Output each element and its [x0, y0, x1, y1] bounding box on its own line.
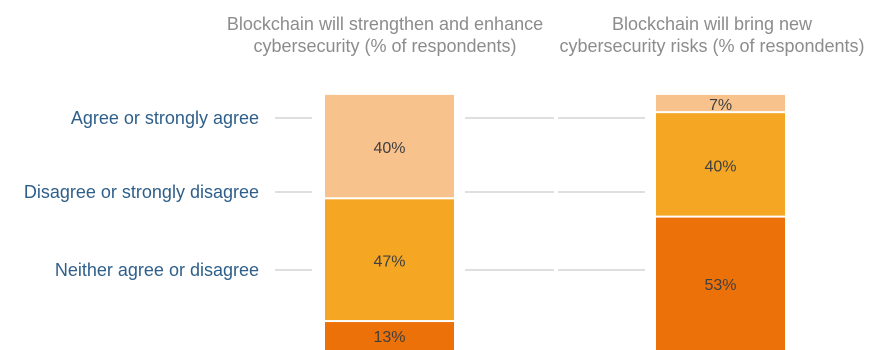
bar-title-line: cybersecurity risks (% of respondents) — [559, 36, 864, 56]
bar-segment — [325, 94, 454, 198]
bar-title-line: Blockchain will strengthen and enhance — [227, 14, 543, 34]
bar-segment — [325, 322, 454, 350]
bar-title-line: cybersecurity (% of respondents) — [253, 36, 516, 56]
data-label: 40% — [704, 158, 736, 175]
value-labels: 13% 47% 40% 53% 40% 7% — [373, 97, 736, 346]
series-labels: Neither agree or disagree Disagree or str… — [24, 108, 259, 280]
series-label: Neither agree or disagree — [55, 260, 259, 280]
bar-title-line: Blockchain will bring new — [612, 14, 813, 34]
data-label: 53% — [704, 277, 736, 294]
data-label: 7% — [709, 97, 732, 114]
leader-lines — [275, 117, 645, 271]
series-label: Disagree or strongly disagree — [24, 182, 259, 202]
data-label: 13% — [373, 329, 405, 346]
bar-segment — [656, 113, 785, 216]
data-label: 47% — [373, 254, 405, 271]
bar-segment — [656, 217, 785, 350]
series-label: Agree or strongly agree — [71, 108, 259, 128]
bar-segments — [325, 94, 785, 350]
bar-segment — [325, 199, 454, 321]
bar-titles: Blockchain will strengthen and enhancecy… — [227, 14, 865, 56]
data-label: 40% — [373, 140, 405, 157]
bar-segment — [656, 94, 785, 112]
